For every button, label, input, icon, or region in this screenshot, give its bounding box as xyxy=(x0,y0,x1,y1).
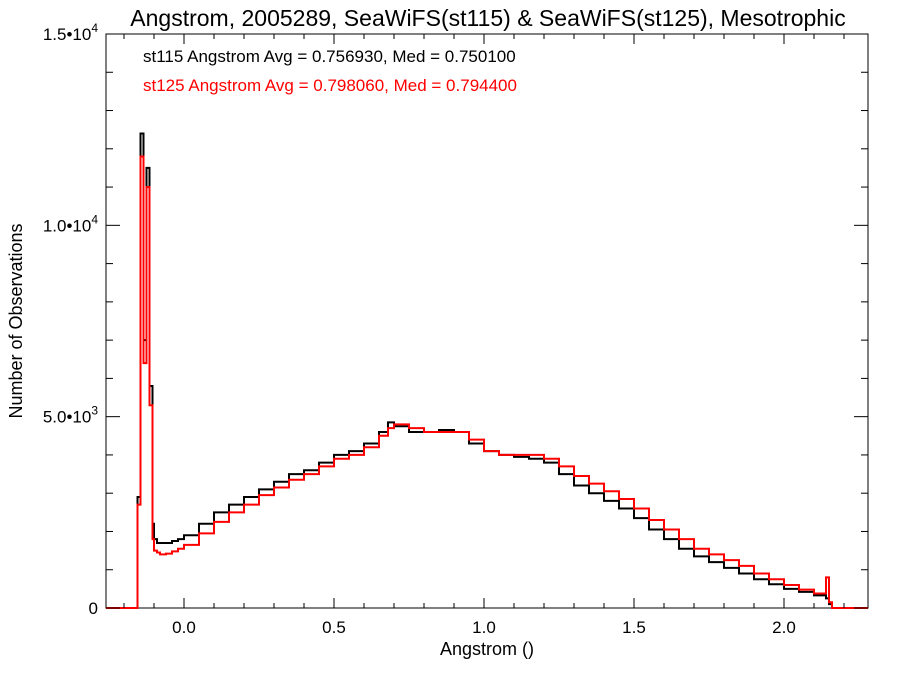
plot-area xyxy=(105,33,869,609)
y-tick-label: 5.0•103 xyxy=(43,404,99,427)
series-layer xyxy=(106,132,868,609)
x-tick-label: 2.0 xyxy=(772,618,796,637)
y-tick-label: 1.0•104 xyxy=(43,212,99,235)
x-tick-label: 0.5 xyxy=(322,618,346,637)
x-tick-label: 0.0 xyxy=(172,618,196,637)
stats-annotation: st125 Angstrom Avg = 0.798060, Med = 0.7… xyxy=(143,76,517,95)
series-line-st125 xyxy=(106,155,868,609)
y-tick-label: 1.5•104 xyxy=(43,21,99,44)
chart-title: Angstrom, 2005289, SeaWiFS(st115) & SeaW… xyxy=(130,5,845,31)
legend-annotations: st115 Angstrom Avg = 0.756930, Med = 0.7… xyxy=(143,47,517,95)
series-line-st115 xyxy=(106,132,868,609)
x-tick-label: 1.0 xyxy=(472,618,496,637)
y-axis-label: Number of Observations xyxy=(6,223,26,418)
y-axis: 0 5.0•103 1.0•104 1.5•104 xyxy=(43,21,868,618)
x-tick-label: 1.5 xyxy=(622,618,646,637)
stats-annotation: st115 Angstrom Avg = 0.756930, Med = 0.7… xyxy=(143,47,516,66)
x-axis: 0.0 0.5 1.0 1.5 2.0 xyxy=(123,34,845,637)
plot-frame xyxy=(105,33,869,609)
x-axis-label: Angstrom () xyxy=(440,639,534,659)
y-tick-label: 0 xyxy=(89,599,98,618)
